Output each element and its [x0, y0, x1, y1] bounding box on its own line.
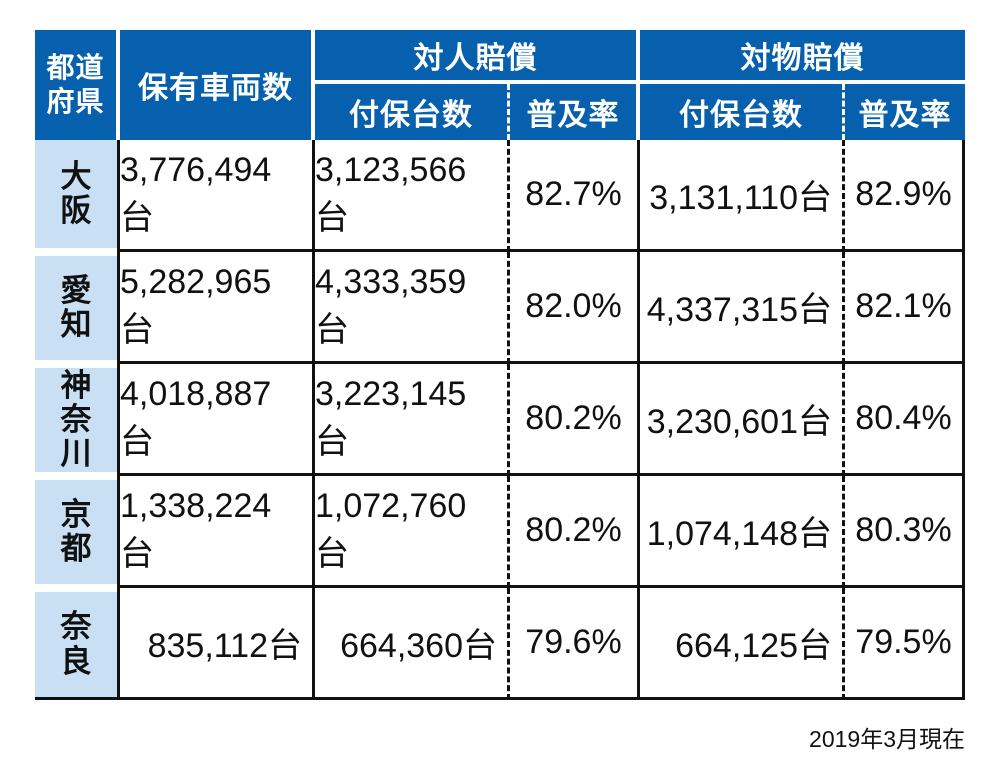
insurance-table: 都道 府県 保有車両数 対人賠償 対物賠償 付保台数 普及率 付保台数 普及率 …	[35, 30, 965, 700]
prefecture-cell: 大阪	[35, 140, 120, 252]
cell-bi-rate: 82.7%	[510, 140, 640, 252]
cell-pd-insured: 4,337,315台	[640, 252, 845, 364]
cell-bi-insured: 3,123,566台	[315, 140, 510, 252]
cell-owned: 3,776,494台	[120, 140, 315, 252]
cell-pd-insured: 1,074,148台	[640, 476, 845, 588]
prefecture-name: 京都	[60, 496, 92, 566]
header-vehicles-owned: 保有車両数	[120, 30, 315, 140]
cell-pd-rate: 82.1%	[845, 252, 965, 364]
header-prefecture: 都道 府県	[35, 30, 120, 140]
prefecture-name: 神奈川	[60, 367, 92, 472]
cell-bi-rate: 80.2%	[510, 364, 640, 476]
prefecture-name: 大阪	[60, 158, 92, 228]
header-prefecture-line1: 都道	[46, 52, 105, 84]
prefecture-name: 奈良	[60, 609, 92, 679]
cell-bi-insured: 1,072,760台	[315, 476, 510, 588]
cell-owned: 4,018,887台	[120, 364, 315, 476]
prefecture-name: 愛知	[60, 272, 92, 342]
cell-bi-rate: 80.2%	[510, 476, 640, 588]
cell-pd-rate: 79.5%	[845, 588, 965, 700]
cell-owned: 1,338,224台	[120, 476, 315, 588]
cell-bi-rate: 79.6%	[510, 588, 640, 700]
cell-pd-rate: 80.3%	[845, 476, 965, 588]
prefecture-cell: 神奈川	[35, 364, 120, 476]
header-bi-insured-units: 付保台数	[315, 84, 510, 140]
header-property-damage-group: 対物賠償	[640, 30, 965, 84]
header-bodily-injury-group: 対人賠償	[315, 30, 640, 84]
cell-owned: 835,112台	[120, 588, 315, 700]
cell-bi-insured: 4,333,359台	[315, 252, 510, 364]
prefecture-cell: 奈良	[35, 588, 120, 700]
cell-bi-insured: 664,360台	[315, 588, 510, 700]
header-pd-insured-units: 付保台数	[640, 84, 845, 140]
cell-pd-insured: 3,131,110台	[640, 140, 845, 252]
cell-pd-insured: 664,125台	[640, 588, 845, 700]
header-bi-penetration-rate: 普及率	[510, 84, 640, 140]
cell-pd-rate: 82.9%	[845, 140, 965, 252]
header-prefecture-line2: 府県	[46, 86, 105, 117]
cell-owned: 5,282,965台	[120, 252, 315, 364]
as-of-date: 2019年3月現在	[809, 726, 965, 752]
cell-bi-insured: 3,223,145台	[315, 364, 510, 476]
cell-pd-rate: 80.4%	[845, 364, 965, 476]
cell-pd-insured: 3,230,601台	[640, 364, 845, 476]
cell-bi-rate: 82.0%	[510, 252, 640, 364]
prefecture-cell: 京都	[35, 476, 120, 588]
prefecture-cell: 愛知	[35, 252, 120, 364]
header-pd-penetration-rate: 普及率	[845, 84, 965, 140]
